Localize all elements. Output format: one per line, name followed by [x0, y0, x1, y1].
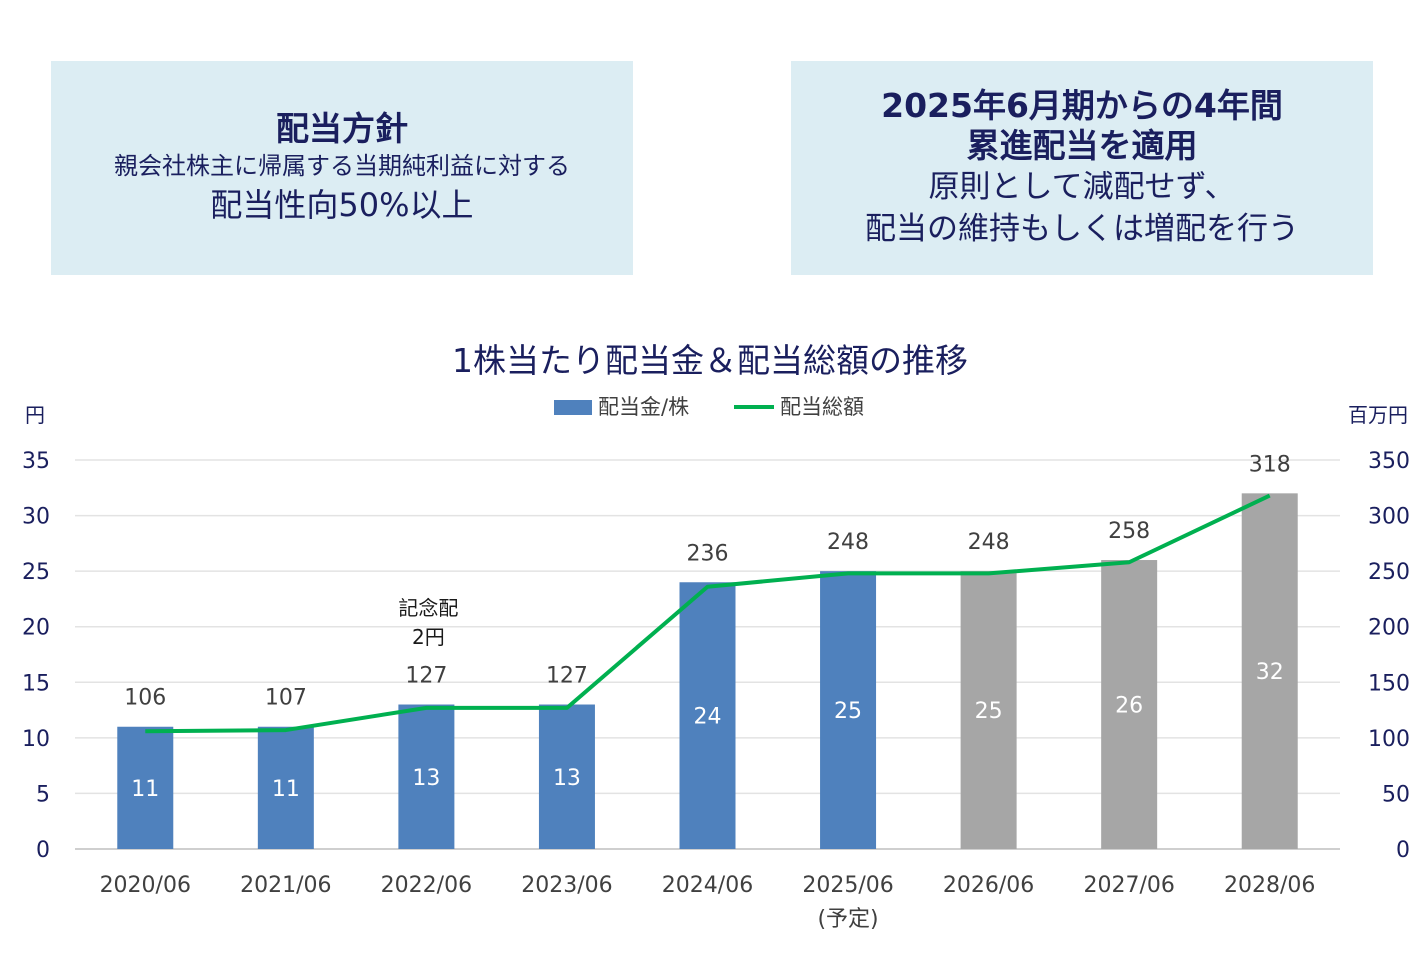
total-value-label: 258	[1108, 519, 1150, 544]
total-value-label: 236	[687, 541, 729, 566]
bar-value-label: 25	[834, 699, 862, 724]
bar	[117, 726, 174, 849]
y-left-tick: 25	[22, 560, 50, 585]
total-value-label: 127	[405, 664, 447, 689]
y-right-tick: 200	[1368, 616, 1410, 641]
x-tick: 2025/06	[802, 873, 893, 898]
bar-labels: 11 11 13 13 24 25 25 26 32	[131, 660, 1283, 802]
bar-value-label: 11	[131, 777, 159, 802]
y-right-tick: 150	[1368, 671, 1410, 696]
bar-value-label: 11	[272, 777, 300, 802]
x-tick-sublabel: (予定)	[817, 907, 878, 932]
bar	[960, 571, 1017, 849]
bar	[820, 571, 877, 849]
legend-swatch-bar	[554, 400, 592, 415]
bars	[117, 493, 1298, 849]
y-left-tick: 10	[22, 727, 50, 752]
x-tick: 2026/06	[943, 873, 1034, 898]
y-right-tick: 300	[1368, 505, 1410, 530]
y-right-axis: 0 50 100 150 200 250 300 350	[1368, 449, 1410, 863]
bar	[1101, 560, 1158, 849]
total-labels: 106 107 127 127 236 248 248 258 318	[124, 452, 1290, 710]
y-left-tick: 20	[22, 616, 50, 641]
y-right-tick: 50	[1382, 782, 1410, 807]
y-right-tick: 0	[1396, 838, 1410, 863]
total-value-label: 106	[124, 686, 166, 711]
total-value-label: 248	[968, 530, 1010, 555]
progressive-dividend-title1: 2025年6月期からの4年間	[881, 86, 1283, 125]
bar-value-label: 26	[1115, 694, 1143, 719]
chart-title: 1株当たり配当金＆配当総額の推移	[452, 341, 968, 380]
bar-value-label: 24	[694, 705, 722, 730]
legend-label-line: 配当総額	[780, 395, 864, 419]
progressive-dividend-line2: 配当の維持もしくは増配を行う	[865, 211, 1299, 247]
legend: 配当金/株 配当総額	[554, 395, 864, 419]
bar-value-label: 32	[1256, 660, 1284, 685]
x-axis: 2020/06 2021/06 2022/06 2023/06 2024/06 2025/…	[100, 873, 1316, 932]
y-left-tick: 15	[22, 671, 50, 696]
x-tick: 2020/06	[100, 873, 191, 898]
bar-value-label: 13	[412, 766, 440, 791]
dividend-policy-box: 配当方針 親会社株主に帰属する当期純利益に対する 配当性向50%以上	[51, 61, 633, 275]
bar	[257, 726, 314, 849]
progressive-dividend-title2: 累進配当を適用	[966, 126, 1198, 165]
x-tick: 2028/06	[1224, 873, 1315, 898]
annotation-text: 2円	[412, 625, 445, 649]
dividend-policy-line2: 配当性向50%以上	[210, 186, 474, 224]
bar	[679, 582, 736, 849]
x-tick: 2027/06	[1083, 873, 1174, 898]
progressive-dividend-line1: 原則として減配せず、	[928, 169, 1236, 205]
bar	[398, 704, 455, 849]
x-tick: 2021/06	[240, 873, 331, 898]
total-value-label: 318	[1249, 452, 1291, 477]
y-left-tick: 5	[36, 782, 50, 807]
y-right-tick: 350	[1368, 449, 1410, 474]
bar-value-label: 13	[553, 766, 581, 791]
progressive-dividend-box: 2025年6月期からの4年間 累進配当を適用 原則として減配せず、 配当の維持も…	[791, 61, 1373, 275]
bar	[1241, 493, 1298, 849]
bar-value-label: 25	[975, 699, 1003, 724]
annotations: 記念配 2円	[398, 596, 458, 649]
dividend-chart: 1株当たり配当金＆配当総額の推移 円 百万円 配当金/株 配当総額 0 5 10 15…	[22, 341, 1410, 932]
x-tick: 2022/06	[381, 873, 472, 898]
legend-label-bar: 配当金/株	[598, 395, 689, 419]
y-left-unit: 円	[25, 403, 45, 427]
x-tick: 2024/06	[662, 873, 753, 898]
total-value-label: 107	[265, 686, 307, 711]
y-right-tick: 100	[1368, 727, 1410, 752]
bar	[538, 704, 595, 849]
y-left-axis: 0 5 10 15 20 25 30 35	[22, 449, 50, 863]
y-right-unit: 百万円	[1348, 403, 1408, 427]
y-left-tick: 0	[36, 838, 50, 863]
total-value-label: 127	[546, 664, 588, 689]
y-left-tick: 30	[22, 505, 50, 530]
total-line	[145, 493, 1271, 734]
dividend-policy-line1: 親会社株主に帰属する当期純利益に対する	[114, 152, 570, 180]
y-right-tick: 250	[1368, 560, 1410, 585]
y-left-tick: 35	[22, 449, 50, 474]
dividend-policy-title: 配当方針	[276, 109, 408, 148]
annotation-text: 記念配	[398, 596, 458, 620]
total-line-path	[145, 493, 1271, 734]
total-value-label: 248	[827, 530, 869, 555]
x-tick: 2023/06	[521, 873, 612, 898]
